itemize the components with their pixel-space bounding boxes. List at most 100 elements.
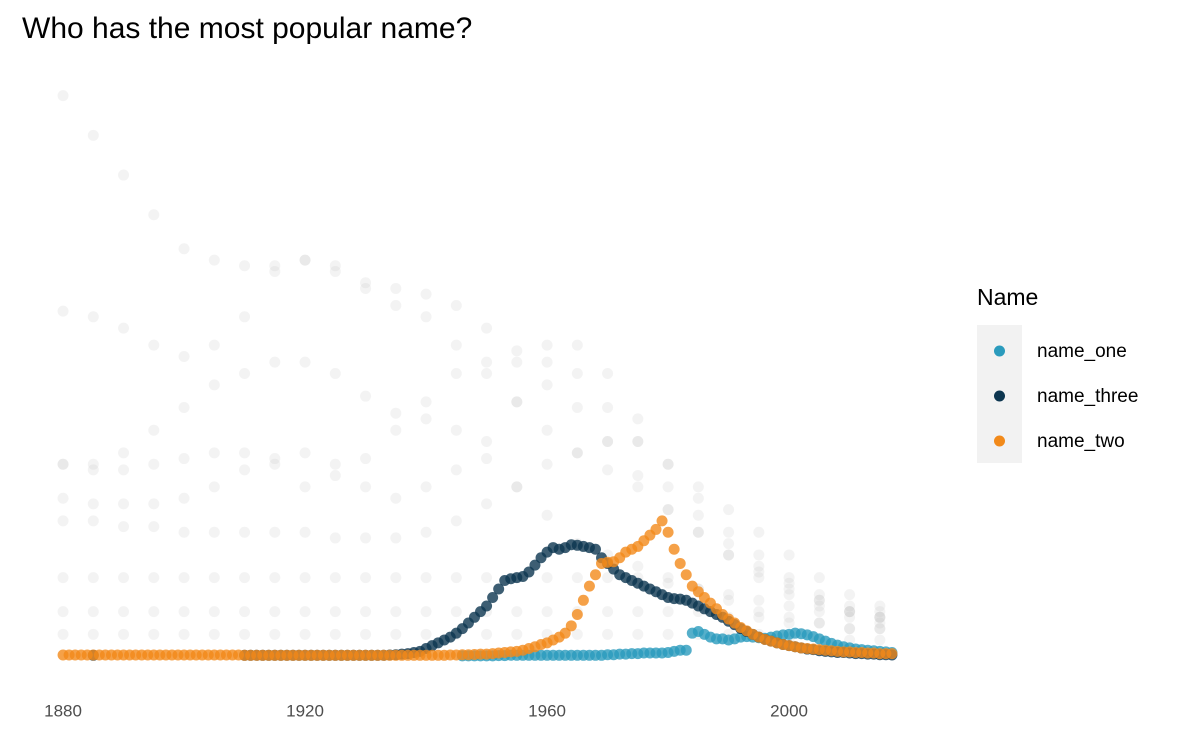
- background-point: [632, 606, 644, 618]
- background-point: [390, 572, 402, 584]
- data-point: [577, 594, 589, 606]
- background-point: [662, 504, 674, 516]
- background-point: [481, 356, 493, 368]
- data-point: [589, 543, 601, 555]
- background-point: [329, 265, 341, 277]
- background-point: [511, 396, 523, 408]
- background-point: [723, 594, 735, 606]
- background-point: [178, 526, 190, 538]
- background-point: [844, 606, 856, 618]
- background-point: [208, 628, 220, 640]
- background-point: [57, 515, 69, 527]
- background-point: [783, 589, 795, 601]
- background-point: [360, 453, 372, 465]
- background-point: [723, 589, 735, 601]
- background-point: [632, 413, 644, 425]
- background-point: [360, 481, 372, 493]
- background-point: [450, 424, 462, 436]
- background-point: [753, 594, 765, 606]
- background-point: [390, 407, 402, 419]
- background-point: [148, 498, 160, 510]
- background-point: [571, 447, 583, 459]
- background-point: [57, 90, 69, 102]
- background-point: [178, 243, 190, 255]
- background-point: [269, 458, 281, 470]
- background-point: [87, 628, 99, 640]
- background-point: [299, 526, 311, 538]
- background-point: [360, 606, 372, 618]
- background-point: [178, 572, 190, 584]
- background-point: [844, 600, 856, 612]
- background-point: [269, 453, 281, 465]
- background-point: [813, 617, 825, 629]
- background-point: [390, 299, 402, 311]
- background-point: [420, 481, 432, 493]
- background-point: [541, 606, 553, 618]
- legend-label: name_two: [1037, 431, 1125, 452]
- legend-title: Name: [977, 284, 1038, 310]
- background-point: [118, 572, 130, 584]
- background-point: [87, 458, 99, 470]
- background-point: [662, 504, 674, 516]
- background-point: [420, 311, 432, 323]
- background-point: [239, 606, 251, 618]
- background-point: [874, 623, 886, 635]
- x-tick-label: 2000: [770, 701, 808, 720]
- background-point: [541, 356, 553, 368]
- background-point: [511, 396, 523, 408]
- background-point: [874, 611, 886, 623]
- background-point: [813, 572, 825, 584]
- x-tick-label: 1920: [286, 701, 324, 720]
- background-point: [57, 458, 69, 470]
- background-point: [329, 470, 341, 482]
- data-point: [886, 648, 898, 660]
- background-point: [541, 572, 553, 584]
- background-point: [148, 209, 160, 221]
- data-point: [487, 591, 499, 603]
- background-point: [753, 606, 765, 618]
- background-point: [753, 572, 765, 584]
- background-point: [450, 515, 462, 527]
- background-point: [299, 572, 311, 584]
- background-point: [118, 447, 130, 459]
- background-point: [662, 572, 674, 584]
- background-point: [602, 606, 614, 618]
- background-point: [269, 265, 281, 277]
- background-point: [602, 628, 614, 640]
- background-point: [602, 436, 614, 448]
- background-point: [178, 453, 190, 465]
- background-point: [118, 498, 130, 510]
- background-point: [57, 606, 69, 618]
- background-point: [239, 447, 251, 459]
- background-point: [783, 572, 795, 584]
- background-point: [208, 339, 220, 351]
- background-point: [783, 577, 795, 589]
- background-point: [390, 492, 402, 504]
- background-point: [57, 628, 69, 640]
- data-point: [529, 559, 541, 571]
- background-point: [753, 526, 765, 538]
- background-point: [813, 606, 825, 618]
- background-point: [148, 572, 160, 584]
- background-point: [239, 464, 251, 476]
- data-point: [559, 627, 571, 639]
- data-point: [481, 600, 493, 612]
- background-point: [511, 606, 523, 618]
- data-point: [674, 557, 686, 569]
- background-point: [692, 526, 704, 538]
- background-point: [813, 594, 825, 606]
- background-point: [360, 282, 372, 294]
- background-point: [450, 572, 462, 584]
- background-point: [692, 526, 704, 538]
- data-point: [583, 580, 595, 592]
- background-point: [118, 628, 130, 640]
- data-point: [680, 569, 692, 581]
- background-point: [360, 628, 372, 640]
- background-point: [783, 611, 795, 623]
- background-point: [87, 311, 99, 323]
- background-point: [360, 390, 372, 402]
- background-point: [87, 515, 99, 527]
- background-point: [571, 339, 583, 351]
- background-point: [360, 572, 372, 584]
- background-point: [178, 402, 190, 414]
